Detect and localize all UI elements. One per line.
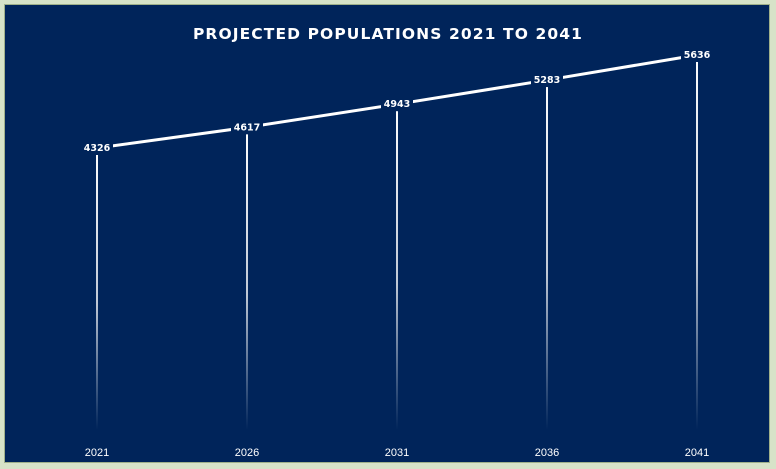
- series-segment-2036-2041: [545, 53, 699, 82]
- data-label-bg: [531, 71, 563, 88]
- series-segment-2021-2026: [95, 125, 249, 150]
- x-tick-label-2031: 2031: [385, 447, 409, 459]
- data-label-2026: 4617: [231, 118, 263, 135]
- data-label-2031: 4943: [381, 95, 413, 112]
- series-segment-2026-2031: [245, 102, 399, 129]
- chart-plot: 4326 4617 4943 5283 5636 2021 2026 2031 2036 204…: [81, 46, 713, 459]
- data-label-bg: [381, 95, 413, 112]
- data-label-2041: 5636: [681, 46, 713, 62]
- chart-title: PROJECTED POPULATIONS 2021 TO 2041: [192, 25, 584, 43]
- drop-lines: [96, 55, 698, 431]
- series-lines: [95, 53, 699, 150]
- x-tick-label-2021: 2021: [85, 447, 109, 459]
- x-tick-label-2041: 2041: [685, 447, 709, 459]
- data-label-text: 4326: [84, 143, 111, 154]
- data-label-text: 5636: [684, 50, 711, 61]
- drop-line-2041: [696, 55, 698, 430]
- data-label-bg: [681, 46, 713, 62]
- drop-line-2036: [546, 80, 548, 430]
- x-tick-label-2036: 2036: [535, 447, 559, 459]
- data-label-bg: [231, 118, 263, 135]
- drop-line-2021: [96, 148, 98, 430]
- drop-line-2026: [246, 127, 248, 431]
- chart-frame: PROJECTED POPULATIONS 2021 TO 2041 4326 4…: [4, 4, 770, 463]
- series-segment-2031-2036: [395, 78, 549, 106]
- data-label-2021: 4326: [81, 139, 113, 155]
- x-tick-label-2026: 2026: [235, 447, 259, 459]
- x-axis-ticks: 2021 2026 2031 2036 2041: [85, 447, 709, 459]
- data-label-text: 5283: [534, 75, 560, 86]
- data-label-text: 4617: [234, 122, 260, 133]
- data-label-text: 4943: [384, 99, 410, 110]
- drop-line-2031: [396, 104, 398, 431]
- data-label-bg: [81, 139, 113, 155]
- data-labels: 4326 4617 4943 5283 5636: [81, 46, 713, 155]
- data-label-2036: 5283: [531, 71, 563, 88]
